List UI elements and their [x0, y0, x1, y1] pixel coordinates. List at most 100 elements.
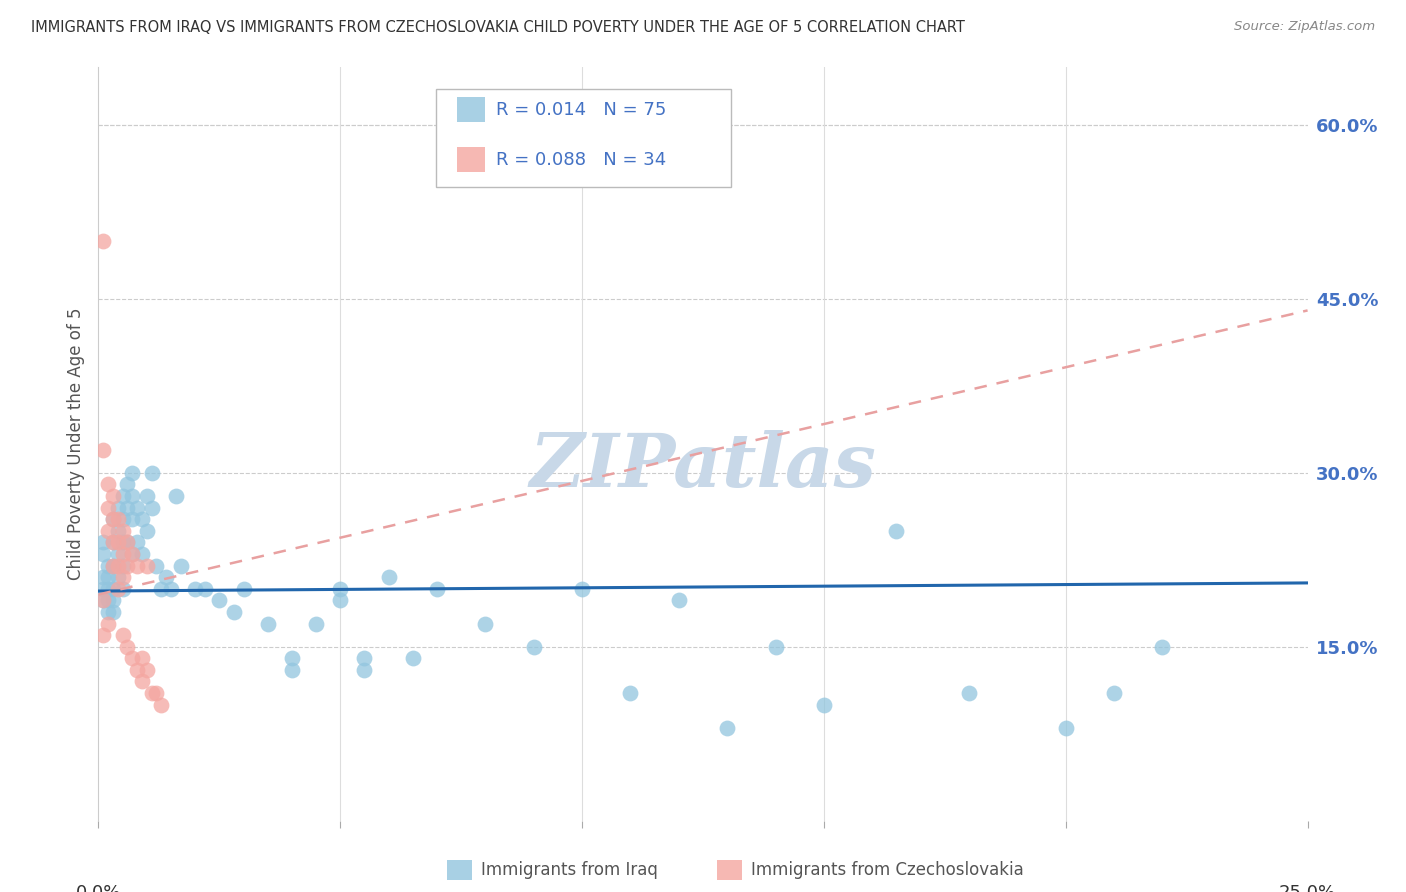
Point [127, 558, 149, 573]
Point [101, 605, 124, 619]
Point [91, 570, 114, 584]
Point [91, 628, 114, 642]
Text: Immigrants from Czechoslovakia: Immigrants from Czechoslovakia [751, 861, 1024, 879]
Text: R = 0.014   N = 75: R = 0.014 N = 75 [496, 101, 666, 119]
Point [886, 524, 908, 538]
Point [353, 663, 375, 677]
Point [97, 500, 120, 515]
Point [107, 570, 129, 584]
Point [117, 535, 139, 549]
Point [121, 466, 143, 480]
Point [813, 698, 835, 712]
Point [107, 512, 129, 526]
Point [145, 558, 167, 573]
Text: 0.0%: 0.0% [76, 885, 121, 892]
Point [111, 628, 134, 642]
Point [111, 558, 134, 573]
Point [117, 535, 139, 549]
Point [141, 686, 163, 700]
Point [111, 512, 134, 526]
Point [571, 582, 593, 596]
Text: 25.0%: 25.0% [1279, 885, 1336, 892]
Point [155, 570, 177, 584]
Point [329, 593, 352, 607]
Point [1152, 640, 1174, 654]
Point [377, 570, 399, 584]
Point [91, 234, 114, 248]
Point [121, 547, 143, 561]
Point [97, 582, 120, 596]
Point [131, 512, 153, 526]
Point [765, 640, 787, 654]
Point [127, 500, 149, 515]
Point [353, 651, 375, 665]
Point [329, 582, 352, 596]
Point [474, 616, 496, 631]
Point [402, 651, 425, 665]
Point [716, 721, 738, 735]
Point [256, 616, 278, 631]
Point [135, 524, 157, 538]
Point [91, 442, 114, 457]
Point [91, 582, 114, 596]
Point [107, 500, 129, 515]
Point [127, 663, 149, 677]
Point [208, 593, 231, 607]
Point [91, 535, 114, 549]
Point [101, 489, 124, 503]
Text: ZIPatlas: ZIPatlas [530, 430, 876, 502]
Point [101, 535, 124, 549]
Point [111, 547, 134, 561]
Point [281, 651, 304, 665]
Point [117, 558, 139, 573]
Point [194, 582, 217, 596]
Point [91, 593, 114, 607]
Point [111, 524, 134, 538]
Point [121, 512, 143, 526]
Point [101, 535, 124, 549]
Point [111, 489, 134, 503]
Point [97, 616, 120, 631]
Point [91, 547, 114, 561]
Point [111, 582, 134, 596]
Point [127, 535, 149, 549]
Point [107, 524, 129, 538]
Point [135, 489, 157, 503]
Point [222, 605, 245, 619]
Point [97, 524, 120, 538]
Point [281, 663, 304, 677]
Point [111, 535, 134, 549]
Point [101, 582, 124, 596]
Point [117, 477, 139, 491]
Point [117, 640, 139, 654]
Point [131, 547, 153, 561]
Point [101, 558, 124, 573]
Text: R = 0.088   N = 34: R = 0.088 N = 34 [496, 151, 666, 169]
Point [165, 489, 187, 503]
Point [150, 582, 173, 596]
Point [668, 593, 690, 607]
Text: IMMIGRANTS FROM IRAQ VS IMMIGRANTS FROM CZECHOSLOVAKIA CHILD POVERTY UNDER THE A: IMMIGRANTS FROM IRAQ VS IMMIGRANTS FROM … [31, 20, 965, 35]
Y-axis label: Child Poverty Under the Age of 5: Child Poverty Under the Age of 5 [66, 308, 84, 580]
Point [145, 686, 167, 700]
Point [117, 500, 139, 515]
Point [957, 686, 980, 700]
Point [1102, 686, 1125, 700]
Point [107, 547, 129, 561]
Point [169, 558, 191, 573]
Point [141, 500, 163, 515]
Point [150, 698, 173, 712]
Point [97, 593, 120, 607]
Point [107, 582, 129, 596]
Point [135, 663, 157, 677]
Point [141, 466, 163, 480]
Point [91, 593, 114, 607]
Point [121, 651, 143, 665]
Point [97, 605, 120, 619]
Point [101, 593, 124, 607]
Text: Immigrants from Iraq: Immigrants from Iraq [481, 861, 658, 879]
Point [135, 558, 157, 573]
Text: Source: ZipAtlas.com: Source: ZipAtlas.com [1234, 20, 1375, 33]
Point [101, 512, 124, 526]
Point [305, 616, 328, 631]
